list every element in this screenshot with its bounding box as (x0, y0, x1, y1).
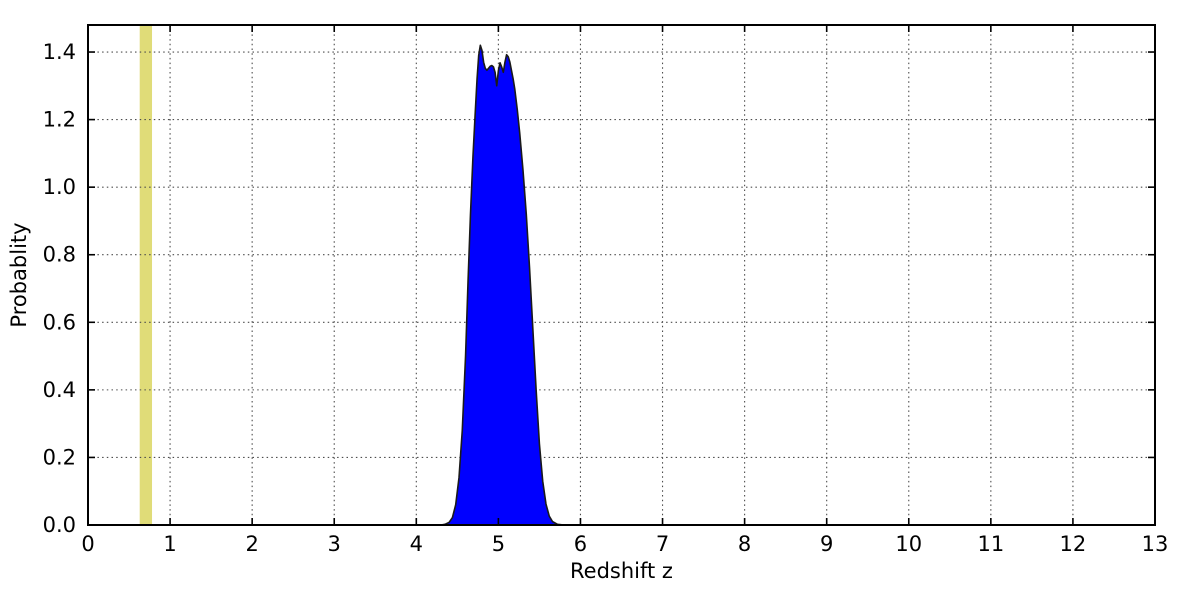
axes-frame (87, 24, 1156, 526)
y-axis-label: Probablity (7, 222, 31, 327)
x-tick-label: 2 (245, 532, 258, 556)
x-tick-label: 8 (738, 532, 751, 556)
x-tick-labels: 0 1 2 3 4 5 6 7 8 9 10 11 12 13 (81, 532, 1168, 556)
data-series-layer (440, 44, 565, 526)
plot-frame (87, 24, 1156, 526)
x-axis-label: Redshift z (570, 559, 673, 583)
y-tick-label: 0.2 (43, 445, 76, 469)
x-tick-label: 13 (1142, 532, 1169, 556)
y-tick-label: 1.2 (43, 108, 76, 132)
gridline-layer (88, 25, 1155, 525)
x-tick-label: 4 (410, 532, 423, 556)
y-tick-label: 0.8 (43, 243, 76, 267)
y-tick-labels: 0.0 0.2 0.4 0.6 0.8 1.0 1.2 1.4 (43, 40, 76, 537)
y-tick-label: 0.0 (43, 513, 76, 537)
y-tick-label: 0.4 (43, 378, 76, 402)
x-tick-label: 6 (574, 532, 587, 556)
y-tick-label: 1.4 (43, 40, 76, 64)
annotation-band-layer (139, 25, 153, 525)
x-tick-label: 10 (895, 532, 922, 556)
x-tick-label: 11 (977, 532, 1004, 556)
y-tick-label: 0.6 (43, 310, 76, 334)
x-tick-label: 1 (163, 532, 176, 556)
pdf-outline (440, 44, 565, 526)
x-tick-label: 5 (492, 532, 505, 556)
tick-marks-layer (87, 25, 1156, 526)
y-tick-label: 1.0 (43, 175, 76, 199)
x-tick-label: 7 (656, 532, 669, 556)
x-tick-label: 9 (820, 532, 833, 556)
spectroscopic-redshift-band (139, 25, 153, 525)
x-tick-label: 3 (328, 532, 341, 556)
x-tick-label: 0 (81, 532, 94, 556)
x-tick-label: 12 (1060, 532, 1087, 556)
pdf-area-fill (440, 45, 565, 526)
